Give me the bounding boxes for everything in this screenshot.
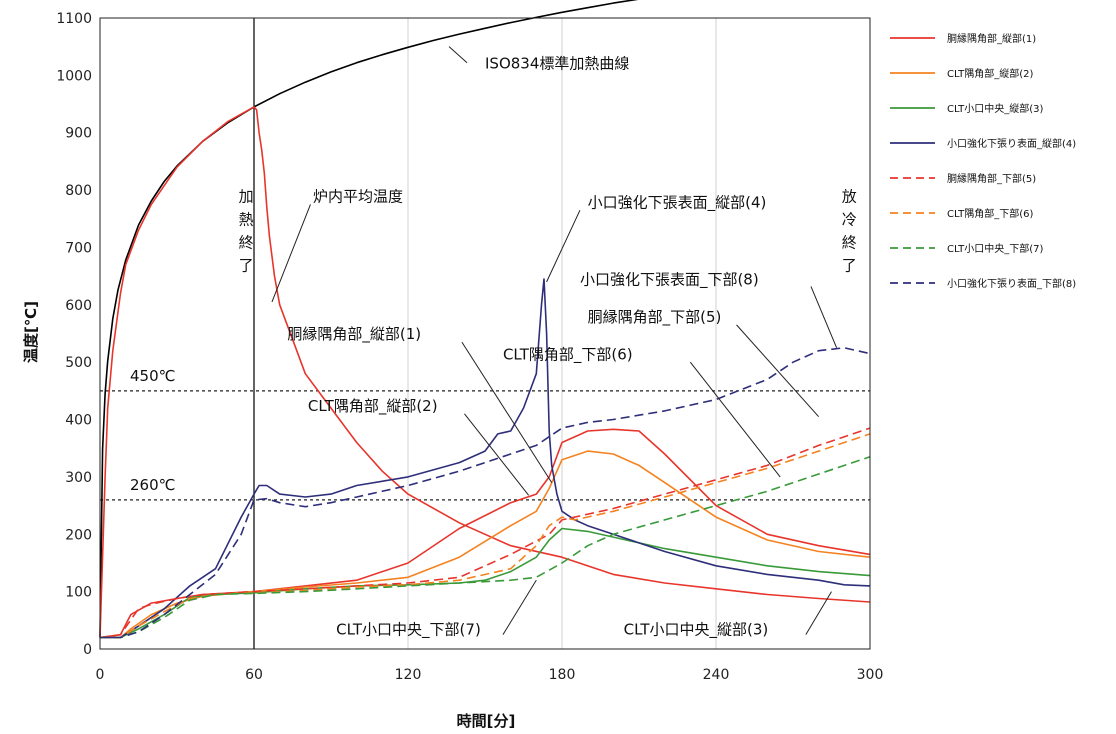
x-tick-label: 0 <box>96 667 105 683</box>
y-tick-label: 0 <box>83 642 92 658</box>
annotation-label: 冷 <box>842 211 857 229</box>
x-tick-label: 60 <box>245 667 263 683</box>
legend-label: 胴縁隅角部_下部(5) <box>947 172 1036 185</box>
legend-label: 胴縁隅角部_縦部(1) <box>947 32 1036 45</box>
series-line <box>100 278 871 639</box>
annotation-label: 胴縁隅角部_縦部(1) <box>287 325 421 344</box>
series-line <box>100 346 871 639</box>
annotation-leader <box>689 361 781 478</box>
legend-label: CLT隅角部_縦部(2) <box>947 67 1034 80</box>
annotation-leader <box>546 209 581 283</box>
annotation-leader <box>271 204 311 303</box>
y-tick-label: 400 <box>65 413 92 429</box>
annotation-leader <box>464 413 530 496</box>
y-tick-label: 500 <box>65 355 92 371</box>
reference-label: 260℃ <box>130 476 175 494</box>
series-line <box>99 106 871 638</box>
annotation-label: 加 <box>239 188 254 206</box>
annotation-label: CLT隅角部_下部(6) <box>503 345 633 364</box>
series-line <box>100 450 871 639</box>
y-tick-label: 1100 <box>56 11 92 27</box>
annotation-label: 小口強化下張表面_下部(8) <box>580 271 759 290</box>
legend-label: 小口強化下張り表面_縦部(4) <box>947 137 1076 150</box>
annotation-label: 了 <box>842 256 857 274</box>
legend-label: CLT小口中央_下部(7) <box>947 242 1044 255</box>
x-tick-label: 240 <box>703 667 730 683</box>
legend-label: CLT小口中央_縦部(3) <box>947 102 1044 115</box>
annotation-leader <box>461 341 553 483</box>
y-tick-label: 1000 <box>56 68 92 84</box>
annotation-leader <box>502 579 537 635</box>
annotation-leader <box>805 591 832 635</box>
y-axis-title: 温度[℃] <box>22 301 40 363</box>
annotation-label: 炉内平均温度 <box>313 188 403 206</box>
y-tick-label: 300 <box>65 470 92 486</box>
annotation-label: 了 <box>239 256 254 274</box>
legend-label: 小口強化下張り表面_下部(8) <box>947 277 1076 290</box>
y-tick-label: 200 <box>65 527 92 543</box>
x-tick-label: 180 <box>549 667 576 683</box>
series-line <box>99 0 639 638</box>
annotation-label: 熱 <box>239 211 254 229</box>
annotation-label: 放 <box>842 188 857 206</box>
annotation-label: 終 <box>842 233 857 251</box>
annotation-label: 終 <box>239 233 254 251</box>
y-tick-label: 600 <box>65 298 92 314</box>
legend-label: CLT隅角部_下部(6) <box>947 207 1034 220</box>
x-tick-label: 120 <box>395 667 422 683</box>
legend: 胴縁隅角部_縦部(1) CLT隅角部_縦部(2) CLT小口中央_縦部(3) 小口強化… <box>890 32 1076 290</box>
x-axis-title: 時間[分] <box>457 712 516 730</box>
annotation-label: CLT小口中央_下部(7) <box>336 621 481 640</box>
y-tick-label: 800 <box>65 183 92 199</box>
reference-lines: 450℃ 260℃ <box>100 18 870 649</box>
series-line <box>99 427 871 639</box>
y-tick-label: 900 <box>65 126 92 142</box>
series-lines <box>99 0 871 639</box>
axes: 0 100 200 300 400 500 600 700 800 900 1000 1100 0 60 1… <box>56 11 883 683</box>
series-line <box>99 428 871 639</box>
reference-label: 450℃ <box>130 367 175 385</box>
series-line <box>100 456 871 639</box>
annotation-leader <box>448 46 468 64</box>
annotation-label: CLT隅角部_縦部(2) <box>308 397 438 416</box>
annotation-label: ISO834標準加熱曲線 <box>485 54 629 72</box>
y-tick-label: 700 <box>65 240 92 256</box>
series-line <box>100 433 871 639</box>
x-tick-label: 300 <box>857 667 884 683</box>
annotation-leader <box>736 324 820 418</box>
annotation-leader <box>810 286 838 349</box>
annotations: ISO834標準加熱曲線炉内平均温度加熱終了放冷終了小口強化下張表面_縦部(4)… <box>239 46 857 640</box>
annotation-label: 胴縁隅角部_下部(5) <box>588 308 722 327</box>
annotation-label: CLT小口中央_縦部(3) <box>624 621 769 640</box>
annotation-label: 小口強化下張表面_縦部(4) <box>588 193 767 212</box>
plot-frame <box>99 17 871 650</box>
y-tick-label: 100 <box>65 585 92 601</box>
